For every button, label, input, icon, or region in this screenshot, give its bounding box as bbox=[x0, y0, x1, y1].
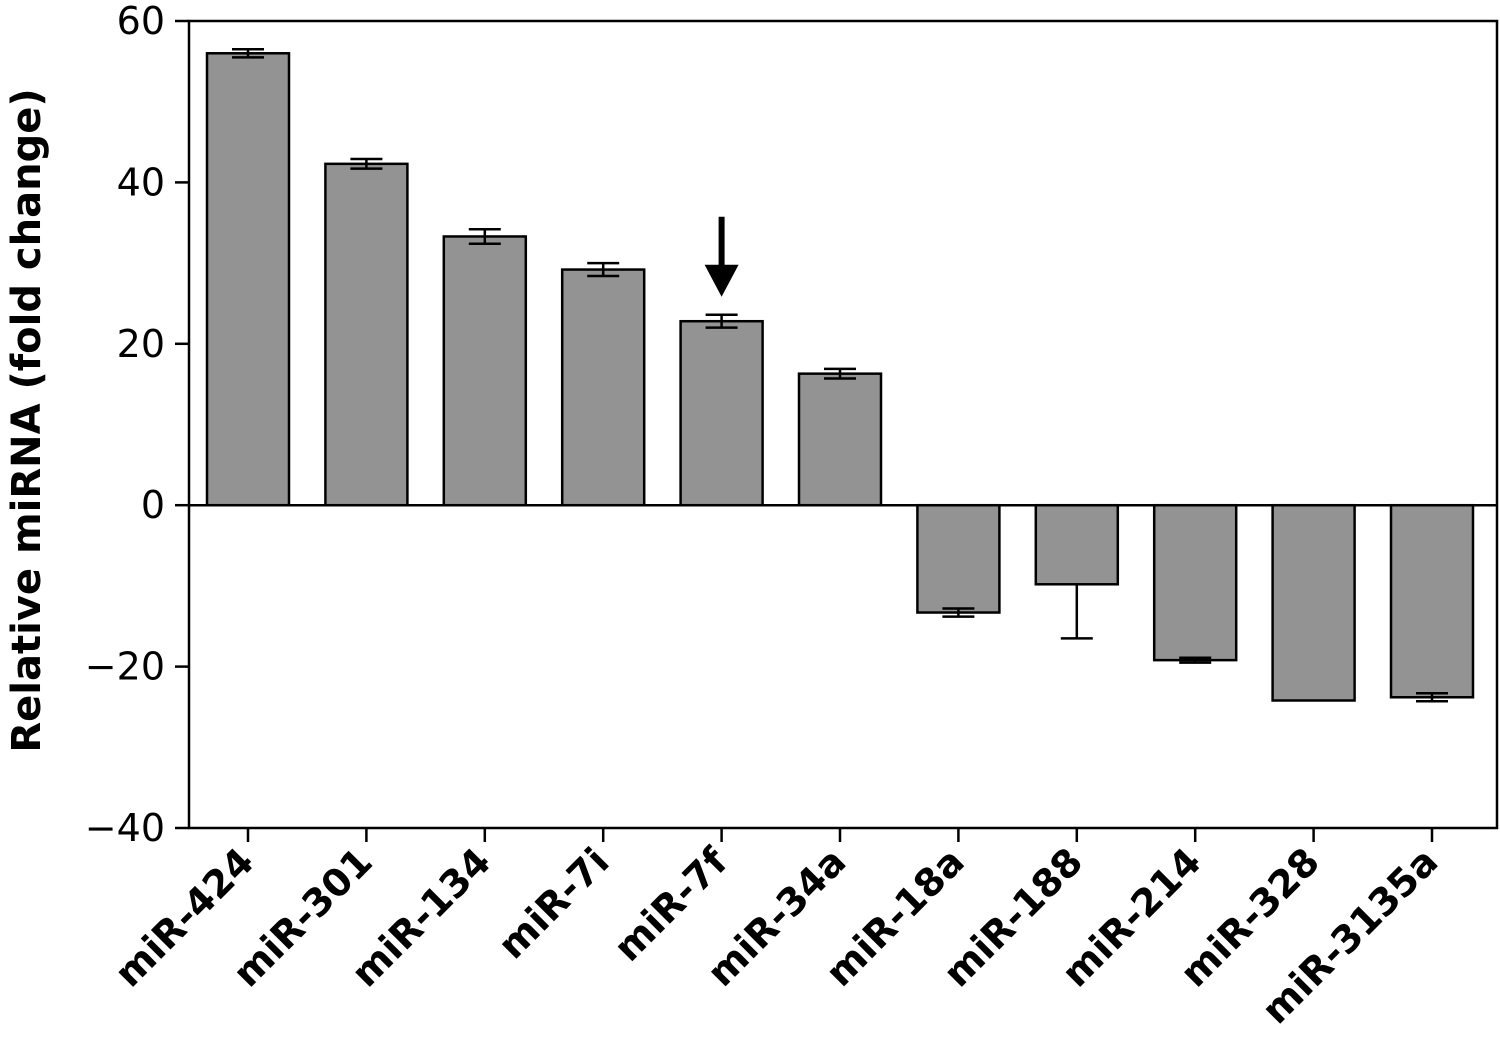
error-bar-miR-214 bbox=[1179, 656, 1212, 664]
bar-miR-214 bbox=[1152, 503, 1238, 662]
y-axis-title: Relative miRNA (fold change) bbox=[4, 88, 50, 752]
bar-miR-3135a bbox=[1389, 503, 1475, 699]
y-tick-label: 20 bbox=[117, 322, 165, 366]
y-tick-label: 60 bbox=[117, 0, 165, 43]
bar-miR-34a bbox=[797, 372, 883, 507]
bar-miR-134 bbox=[442, 235, 528, 507]
error-bar-miR-3135a bbox=[1416, 691, 1448, 703]
bar-miR-7i bbox=[560, 268, 646, 507]
bar-miR-7f bbox=[679, 319, 764, 507]
bar-miR-424 bbox=[205, 52, 291, 507]
error-bar-miR-301 bbox=[350, 157, 383, 170]
plot-frame bbox=[187, 19, 1499, 830]
error-bar-miR-7f bbox=[705, 313, 738, 329]
bar-miR-328 bbox=[1271, 503, 1356, 702]
x-tick-label-miR-7i: miR-7i bbox=[489, 839, 617, 967]
annotations bbox=[704, 216, 739, 297]
y-tick-label: 40 bbox=[117, 160, 165, 204]
error-bars bbox=[232, 47, 1448, 703]
arrow-annotation-miR-7f bbox=[704, 216, 739, 297]
y-tick-label: −40 bbox=[85, 806, 165, 850]
error-bar-miR-18a bbox=[942, 607, 975, 618]
y-tick-label: 0 bbox=[141, 483, 165, 527]
axes bbox=[175, 19, 1499, 842]
error-bar-miR-34a bbox=[824, 367, 856, 380]
bar-miR-18a bbox=[916, 503, 1001, 614]
y-tick-label: −20 bbox=[85, 645, 165, 689]
error-bar-miR-188 bbox=[1060, 584, 1093, 640]
error-bar-miR-134 bbox=[468, 227, 501, 245]
error-bar-miR-7i bbox=[587, 261, 620, 278]
bar-miR-301 bbox=[324, 162, 409, 507]
error-bar-miR-424 bbox=[232, 47, 264, 59]
bar-miR-188 bbox=[1034, 503, 1120, 586]
